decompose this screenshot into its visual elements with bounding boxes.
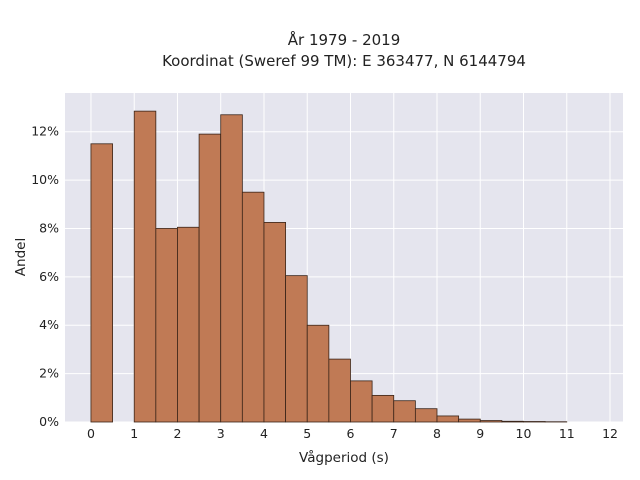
histogram-bar [350,380,373,423]
histogram-bar [414,408,438,423]
x-tick-label: 2 [173,426,181,441]
histogram-bar [479,420,503,423]
x-axis-ticks: 0 1 2 3 4 5 6 7 8 9 10 11 12 [87,426,618,441]
x-tick-label: 4 [260,426,268,441]
histogram-bar [133,110,157,423]
x-axis-label: Vågperiod (s) [299,449,389,466]
x-tick-label: 8 [433,426,441,441]
x-tick-label: 5 [303,426,311,441]
histogram-bar [501,420,524,423]
y-tick-label: 6% [39,269,59,284]
histogram-bar [263,222,287,423]
histogram-bar [220,114,243,423]
histogram-bar [328,358,351,423]
y-tick-label: 4% [39,317,59,332]
x-tick-label: 11 [559,426,575,441]
histogram-bar [155,228,178,423]
x-tick-label: 0 [87,426,95,441]
histogram-bar [241,191,265,423]
histogram-bar [306,324,330,423]
x-tick-label: 1 [130,426,138,441]
y-tick-label: 10% [31,172,59,187]
y-tick-label: 2% [39,366,59,381]
histogram-bar [177,226,200,423]
histogram-bar [436,415,460,423]
x-tick-label: 6 [347,426,355,441]
bars [90,110,568,423]
x-tick-label: 12 [602,426,618,441]
x-tick-label: 10 [516,426,532,441]
histogram-bar [198,133,222,423]
x-tick-label: 7 [390,426,398,441]
histogram-bar [285,275,308,423]
y-tick-label: 12% [31,124,59,139]
chart-subtitle: Koordinat (Sweref 99 TM): E 363477, N 61… [162,52,526,70]
x-tick-label: 9 [476,426,484,441]
chart-title: År 1979 - 2019 [288,30,401,49]
histogram-bar [371,394,395,423]
histogram-bar [393,400,416,423]
x-tick-label: 3 [217,426,225,441]
y-axis-label: Andel [13,238,29,276]
histogram-bar [458,418,481,423]
y-axis-ticks: 0% 2% 4% 6% 8% 10% 12% [31,124,59,429]
y-tick-label: 0% [39,414,59,429]
histogram-bar [90,143,113,423]
y-tick-label: 8% [39,220,59,235]
